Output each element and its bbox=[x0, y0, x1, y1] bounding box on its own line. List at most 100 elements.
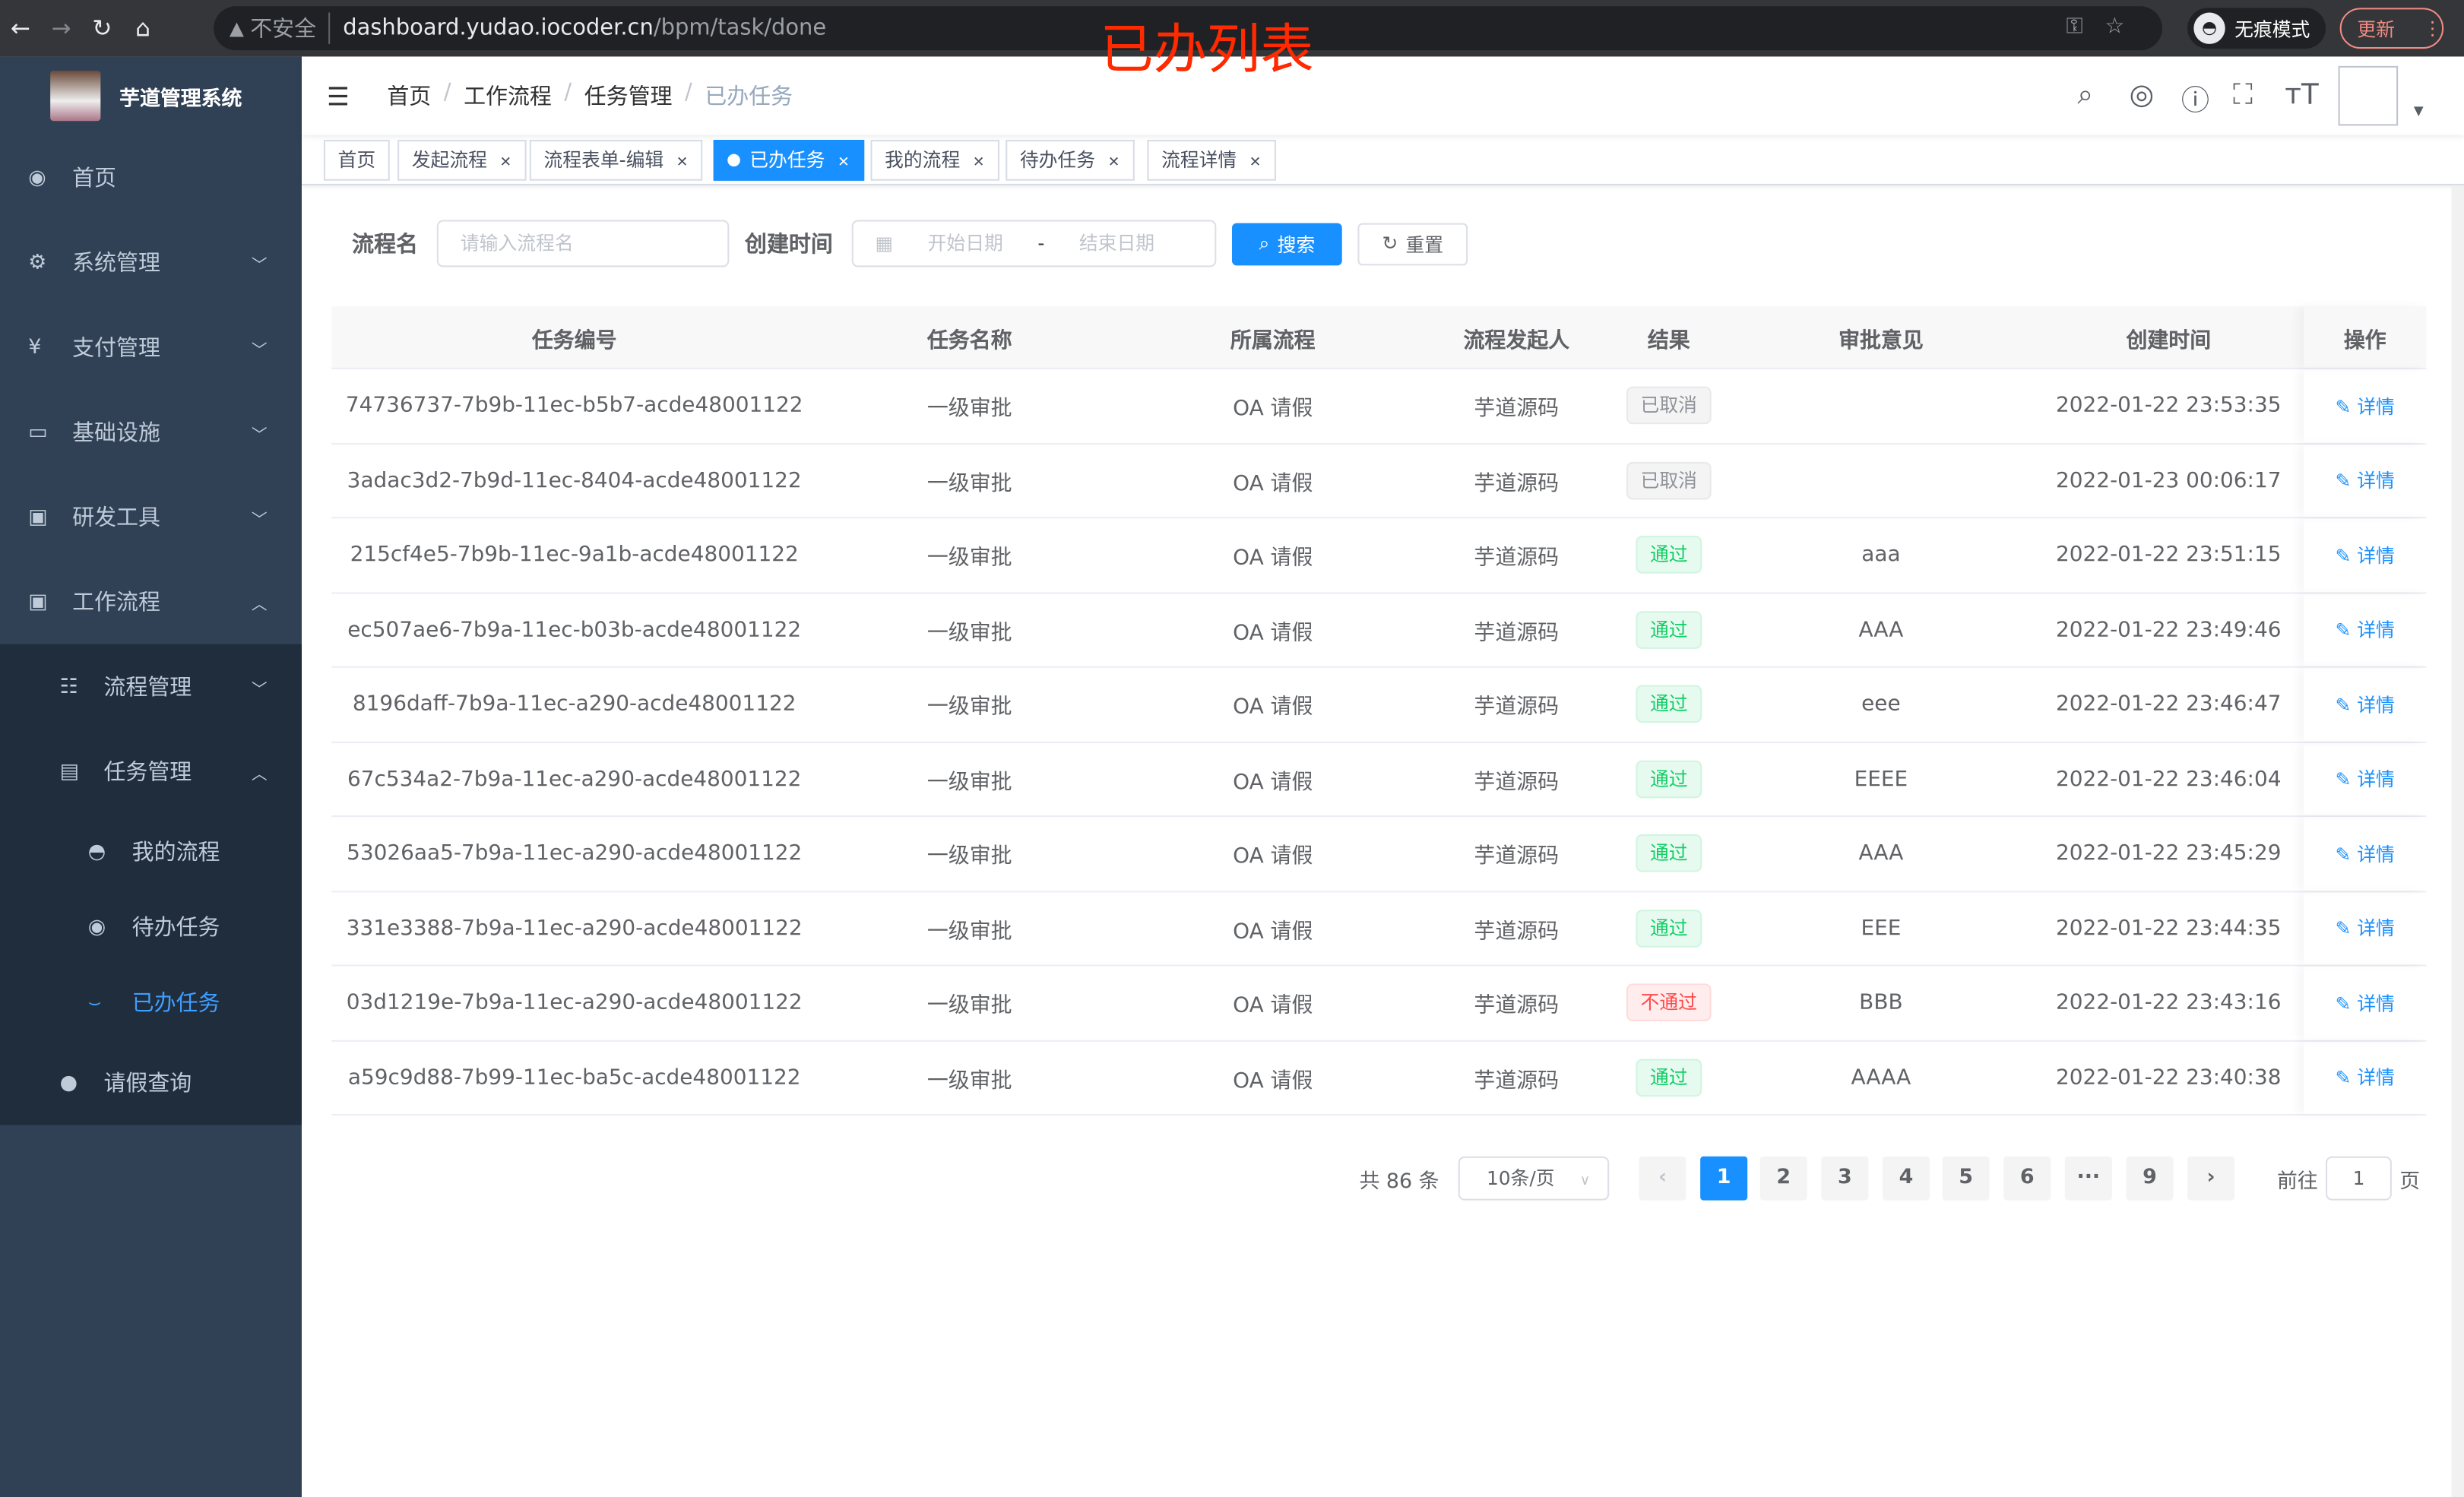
hamburger-icon[interactable]: ☰ bbox=[327, 81, 350, 111]
update-button[interactable]: 更新 ⋮ bbox=[2339, 8, 2444, 49]
sidebar-item[interactable]: ◉ 待办任务 bbox=[0, 889, 302, 964]
detail-button[interactable]: ✎ 详情 bbox=[2336, 915, 2395, 942]
close-icon[interactable]: ✕ bbox=[499, 155, 512, 172]
page-button[interactable]: 5 bbox=[1942, 1156, 1990, 1201]
chevron-icon: ﹀ bbox=[251, 257, 268, 274]
sidebar-item[interactable]: ▣ 工作流程 ︿ bbox=[0, 559, 302, 644]
table-cell: 53026aa5-7b9a-11ec-a290-acde48001122 bbox=[347, 840, 803, 866]
sidebar-item[interactable]: ◓ 我的流程 bbox=[0, 814, 302, 889]
tag-item[interactable]: 首页 bbox=[323, 140, 390, 181]
page-button[interactable]: 2 bbox=[1759, 1156, 1807, 1201]
table-cell: 2022-01-22 23:46:47 bbox=[2056, 692, 2282, 717]
key-icon[interactable]: ⚿ bbox=[2066, 14, 2105, 40]
star-icon[interactable]: ☆ bbox=[2105, 14, 2147, 40]
tag-label: 我的流程 bbox=[885, 149, 961, 172]
reload-icon[interactable]: ↻ bbox=[92, 14, 112, 43]
breadcrumb-item[interactable]: 首页 bbox=[387, 84, 432, 110]
address-bar[interactable]: ▲ 不安全 dashboard.yudao.iocoder.cn/bpm/tas… bbox=[214, 6, 2163, 51]
sidebar-item[interactable]: ⚙ 系统管理 ﹀ bbox=[0, 220, 302, 305]
sidebar-item-label: 首页 bbox=[72, 166, 117, 192]
breadcrumb-item[interactable]: 工作流程 bbox=[464, 84, 552, 110]
tag-item[interactable]: 已办任务 ✕ bbox=[713, 140, 864, 181]
detail-button[interactable]: ✎ 详情 bbox=[2336, 765, 2395, 792]
breadcrumb-item[interactable]: 任务管理 bbox=[584, 84, 673, 110]
page-button[interactable]: 9 bbox=[2126, 1156, 2174, 1201]
tag-item[interactable]: 待办任务 ✕ bbox=[1006, 140, 1134, 181]
page-button[interactable]: 1 bbox=[1700, 1156, 1748, 1201]
table-cell: 2022-01-22 23:40:38 bbox=[2056, 1065, 2282, 1090]
table-cell: 2022-01-22 23:45:29 bbox=[2056, 840, 2282, 866]
detail-button[interactable]: ✎ 详情 bbox=[2336, 840, 2395, 867]
table-cell: BBB bbox=[1859, 990, 1903, 1016]
close-icon[interactable]: ✕ bbox=[838, 155, 850, 172]
table-cell: 67c534a2-7b9a-11ec-a290-acde48001122 bbox=[347, 766, 802, 792]
result-badge: 已取消 bbox=[1626, 461, 1712, 499]
page-button[interactable]: 4 bbox=[1882, 1156, 1930, 1201]
close-icon[interactable]: ✕ bbox=[1249, 155, 1262, 172]
close-icon[interactable]: ✕ bbox=[1107, 155, 1120, 172]
eye-icon: ◉ bbox=[87, 915, 106, 939]
home-icon[interactable]: ⌂ bbox=[135, 14, 151, 43]
search-button[interactable]: ⌕ 搜索 bbox=[1231, 222, 1342, 265]
detail-button[interactable]: ✎ 详情 bbox=[2336, 392, 2395, 419]
url-host: dashboard.yudao.iocoder.cn bbox=[343, 15, 654, 41]
back-icon[interactable]: ← bbox=[10, 14, 30, 43]
page-button[interactable]: ··· bbox=[2064, 1156, 2112, 1201]
close-icon[interactable]: ✕ bbox=[676, 155, 689, 172]
table-row: 53026aa5-7b9a-11ec-a290-acde48001122 一级审批… bbox=[331, 817, 2427, 892]
chat-icon: ◓ bbox=[87, 840, 106, 864]
fullscreen-icon[interactable]: ⛶ bbox=[2233, 78, 2253, 112]
reset-button[interactable]: ↻ 重置 bbox=[1357, 222, 1468, 265]
page-button[interactable]: 6 bbox=[2003, 1156, 2051, 1201]
close-icon[interactable]: ✕ bbox=[972, 155, 985, 172]
github-icon[interactable]: ◎ bbox=[2129, 78, 2155, 112]
page-scrollbar[interactable] bbox=[2451, 185, 2464, 1497]
incognito-badge[interactable]: ◓ 无痕模式 bbox=[2187, 8, 2326, 49]
more-icon[interactable]: ⋮ bbox=[2423, 17, 2443, 40]
help-icon[interactable]: ⓘ bbox=[2181, 84, 2210, 119]
tag-item[interactable]: 流程表单-编辑 ✕ bbox=[529, 140, 702, 181]
sidebar-item[interactable]: ▤ 任务管理 ︿ bbox=[0, 729, 302, 814]
sidebar-item[interactable]: ◉ 首页 bbox=[0, 135, 302, 220]
page-size-select[interactable]: 10条/页 ∨ bbox=[1458, 1156, 1610, 1201]
table-cell: OA 请假 bbox=[1233, 993, 1313, 1019]
app-logo[interactable]: 芋道管理系统 bbox=[0, 56, 302, 135]
pagination-total: 共 86 条 bbox=[1359, 1157, 1439, 1201]
prev-page-button[interactable]: ‹ bbox=[1639, 1156, 1686, 1201]
font-size-icon[interactable]: ᴛT bbox=[2285, 78, 2319, 112]
date-range-picker[interactable]: ▦ 开始日期 - 结束日期 bbox=[851, 220, 1217, 267]
insecure-label: 不安全 bbox=[250, 12, 331, 44]
detail-button[interactable]: ✎ 详情 bbox=[2336, 1064, 2395, 1090]
page-button[interactable]: 3 bbox=[1821, 1156, 1869, 1201]
tag-label: 待办任务 bbox=[1019, 149, 1096, 172]
caret-down-icon[interactable]: ▼ bbox=[2413, 103, 2424, 119]
user-avatar[interactable] bbox=[2338, 65, 2399, 126]
edit-icon: ✎ bbox=[2335, 544, 2358, 567]
tag-item[interactable]: 流程详情 ✕ bbox=[1147, 140, 1275, 181]
sidebar-item[interactable]: ¥ 支付管理 ﹀ bbox=[0, 305, 302, 390]
table-cell: OA 请假 bbox=[1233, 620, 1313, 646]
detail-button[interactable]: ✎ 详情 bbox=[2336, 989, 2395, 1016]
forward-icon[interactable]: → bbox=[51, 14, 71, 43]
search-icon[interactable]: ⌕ bbox=[2077, 78, 2094, 112]
sidebar-item[interactable]: ⌣ 已办任务 bbox=[0, 965, 302, 1040]
table-cell: 芋道源码 bbox=[1474, 993, 1560, 1019]
end-date[interactable]: 结束日期 bbox=[1078, 233, 1155, 255]
sidebar-item[interactable]: ▣ 研发工具 ﹀ bbox=[0, 474, 302, 559]
detail-button[interactable]: ✎ 详情 bbox=[2336, 691, 2395, 717]
result-badge: 通过 bbox=[1636, 610, 1702, 649]
sidebar-item[interactable]: ☷ 流程管理 ﹀ bbox=[0, 644, 302, 730]
detail-button[interactable]: ✎ 详情 bbox=[2336, 616, 2395, 643]
start-date[interactable]: 开始日期 bbox=[927, 233, 1003, 255]
table-cell: 一级审批 bbox=[926, 620, 1012, 646]
sidebar-item[interactable]: ● 请假查询 bbox=[0, 1040, 302, 1125]
table-cell: OA 请假 bbox=[1233, 470, 1313, 496]
tag-item[interactable]: 我的流程 ✕ bbox=[870, 140, 999, 181]
goto-page-input[interactable]: 1 bbox=[2326, 1156, 2392, 1201]
sidebar-item[interactable]: ▭ 基础设施 ﹀ bbox=[0, 390, 302, 475]
detail-button[interactable]: ✎ 详情 bbox=[2336, 542, 2395, 568]
tag-item[interactable]: 发起流程 ✕ bbox=[397, 140, 526, 181]
detail-button[interactable]: ✎ 详情 bbox=[2336, 467, 2395, 494]
next-page-button[interactable]: › bbox=[2187, 1156, 2235, 1201]
process-name-input[interactable]: 请输入流程名 bbox=[436, 220, 730, 267]
